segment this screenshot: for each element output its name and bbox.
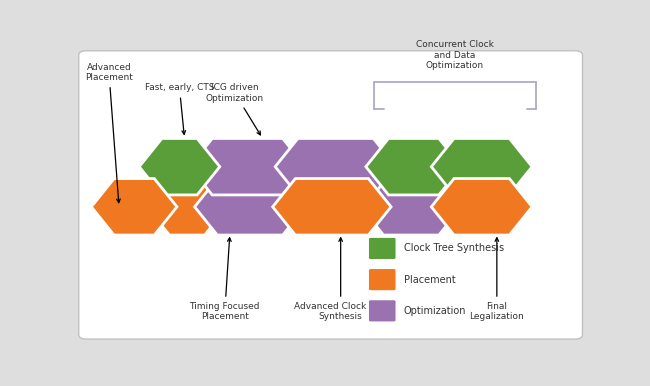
Text: Final
Legalization: Final Legalization <box>469 238 524 321</box>
Text: Timing Focused
Placement: Timing Focused Placement <box>190 238 260 321</box>
Text: Placement: Placement <box>404 274 456 284</box>
Text: Advanced Clock Tree
Synthesis: Advanced Clock Tree Synthesis <box>294 238 387 321</box>
FancyBboxPatch shape <box>79 51 582 339</box>
Text: Fast, early, CTS: Fast, early, CTS <box>145 83 214 134</box>
Polygon shape <box>275 139 396 195</box>
Text: Optimization: Optimization <box>404 306 466 316</box>
FancyBboxPatch shape <box>369 300 396 322</box>
Polygon shape <box>361 179 462 235</box>
Text: Advanced
Placement: Advanced Placement <box>85 63 133 203</box>
FancyBboxPatch shape <box>369 269 396 291</box>
Polygon shape <box>190 139 306 195</box>
Polygon shape <box>147 179 228 235</box>
Polygon shape <box>273 179 391 235</box>
Text: Clock Tree Synthesis: Clock Tree Synthesis <box>404 244 504 254</box>
Text: Concurrent Clock
and Data
Optimization: Concurrent Clock and Data Optimization <box>416 40 494 70</box>
Polygon shape <box>432 179 532 235</box>
Text: ICG driven
Optimization: ICG driven Optimization <box>206 83 264 135</box>
Polygon shape <box>139 139 220 195</box>
Polygon shape <box>432 139 532 195</box>
Polygon shape <box>91 179 177 235</box>
FancyBboxPatch shape <box>369 237 396 259</box>
Polygon shape <box>366 139 462 195</box>
Polygon shape <box>194 179 306 235</box>
